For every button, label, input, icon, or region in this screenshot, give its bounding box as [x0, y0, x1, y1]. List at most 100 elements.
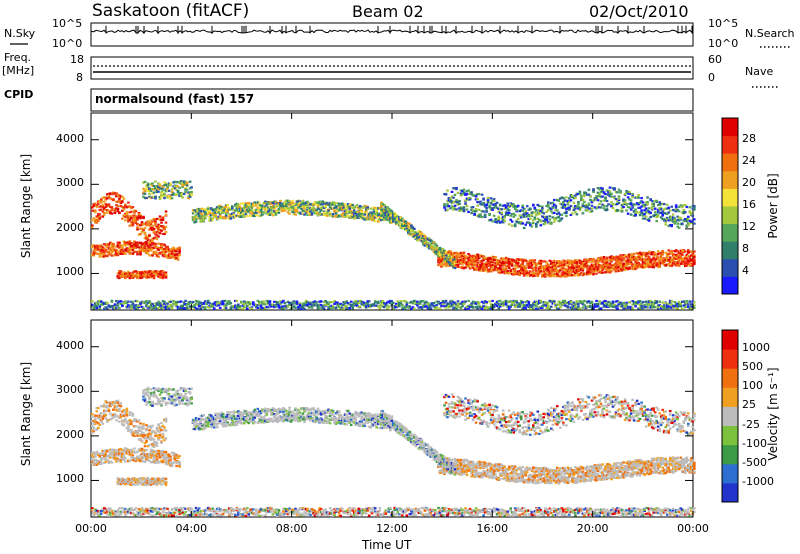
scatter-cell	[268, 201, 272, 204]
scatter-cell	[441, 303, 445, 306]
scatter-cell	[401, 224, 404, 227]
scatter-cell	[486, 198, 490, 202]
scatter-cell	[277, 304, 281, 307]
scatter-cell	[501, 204, 505, 207]
scatter-cell	[503, 303, 506, 306]
scatter-cell	[163, 271, 166, 274]
scatter-cell	[408, 227, 412, 231]
scatter-cell	[494, 265, 497, 268]
scatter-cell	[106, 209, 109, 212]
scatter-cell	[113, 253, 117, 256]
scatter-cell	[244, 306, 248, 309]
scatter-cell	[352, 304, 356, 307]
scatter-cell	[310, 304, 314, 307]
scatter-cell	[583, 195, 586, 198]
scatter-cell	[468, 192, 472, 195]
scatter-cell	[328, 214, 332, 217]
scatter-cell	[232, 209, 236, 212]
scatter-cell	[142, 191, 145, 194]
scatter-cell	[435, 244, 439, 247]
scatter-cell	[119, 300, 123, 303]
scatter-cell	[300, 212, 303, 215]
scatter-cell	[590, 204, 594, 207]
scatter-cell	[237, 212, 240, 215]
scatter-cell	[453, 207, 457, 210]
scatter-cell	[139, 241, 142, 244]
scatter-cell	[586, 265, 589, 268]
scatter-cell	[149, 189, 153, 192]
scatter-cell	[235, 202, 239, 205]
scatter-cell	[173, 187, 177, 190]
scatter-cell	[167, 250, 171, 253]
scatter-cell	[501, 218, 505, 221]
scatter-cell	[497, 259, 500, 262]
scatter-cell	[164, 247, 168, 250]
scatter-cell	[489, 303, 493, 306]
scatter-cell	[428, 244, 431, 247]
scatter-cell	[128, 277, 132, 280]
scatter-cell	[458, 199, 461, 203]
scatter-cell	[127, 250, 130, 253]
scatter-cell	[455, 251, 458, 254]
scatter-cell	[98, 246, 102, 250]
scatter-cell	[154, 242, 157, 245]
scatter-cell	[328, 206, 332, 209]
scatter-cell	[309, 301, 312, 304]
scatter-cell	[485, 262, 488, 265]
scatter-cell	[139, 302, 142, 305]
scatter-cell	[459, 261, 463, 264]
scatter-cell	[504, 261, 508, 264]
scatter-cell	[312, 208, 315, 211]
scatter-cell	[443, 305, 446, 308]
scatter-cell	[486, 257, 490, 260]
scatter-cell	[152, 246, 156, 249]
scatter-cell	[149, 196, 153, 200]
scatter-cell	[449, 255, 452, 258]
scatter-cell	[477, 269, 481, 272]
scatter-cell	[92, 253, 96, 256]
scatter-cell	[285, 206, 288, 209]
scatter-cell	[163, 194, 166, 197]
scatter-cell	[312, 203, 315, 206]
scatter-cell	[206, 299, 210, 302]
scatter-cell	[163, 197, 166, 200]
scatter-cell	[358, 214, 362, 217]
scatter-cell	[334, 206, 338, 209]
scatter-cell	[420, 306, 424, 309]
noise-strip	[90, 22, 694, 47]
scatter-cell	[176, 258, 180, 261]
scatter-cell	[547, 304, 550, 307]
scatter-cell	[300, 207, 303, 211]
scatter-cell	[459, 258, 463, 262]
scatter-cell	[184, 303, 187, 306]
scatter-cell	[506, 259, 509, 262]
scatter-cell	[366, 300, 369, 303]
scatter-cell	[378, 305, 382, 308]
scatter-cell	[434, 242, 437, 246]
scatter-cell	[121, 209, 124, 212]
scatter-cell	[109, 210, 112, 213]
scatter-cell	[100, 247, 103, 250]
scatter-cell	[164, 221, 168, 224]
scatter-cell	[154, 251, 157, 254]
scatter-cell	[122, 243, 126, 246]
scatter-cell	[459, 206, 463, 209]
scatter-cell	[465, 205, 469, 208]
scatter-cell	[110, 304, 114, 308]
scatter-cell	[143, 227, 147, 230]
scatter-cell	[431, 303, 434, 306]
scatter-cell	[211, 305, 214, 308]
scatter-cell	[343, 213, 347, 216]
scatter-cell	[470, 302, 473, 305]
scatter-cell	[336, 215, 339, 218]
scatter-cell	[163, 181, 166, 184]
scatter-cell	[553, 300, 556, 303]
scatter-cell	[146, 272, 150, 275]
scatter-cell	[215, 300, 219, 303]
scatter-cell	[352, 214, 356, 217]
scatter-cell	[462, 267, 466, 270]
scatter-cell	[303, 213, 306, 216]
scatter-cell	[309, 206, 312, 209]
scatter-cell	[137, 223, 141, 226]
